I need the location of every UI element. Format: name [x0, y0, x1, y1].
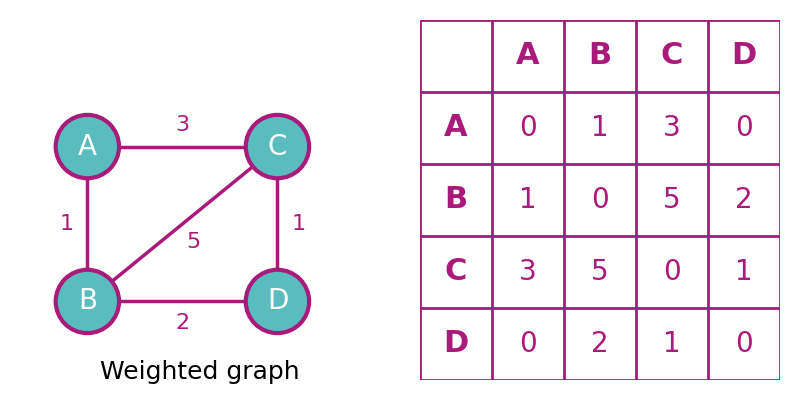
- Text: 3: 3: [175, 116, 190, 136]
- Text: C: C: [445, 258, 467, 286]
- Text: 0: 0: [519, 330, 537, 358]
- Text: 2: 2: [175, 312, 190, 332]
- Text: B: B: [589, 42, 611, 70]
- Text: B: B: [445, 186, 467, 214]
- Text: B: B: [78, 288, 97, 316]
- Text: 0: 0: [735, 114, 753, 142]
- Text: C: C: [268, 132, 287, 160]
- Text: A: A: [444, 114, 468, 142]
- Text: 1: 1: [663, 330, 681, 358]
- Text: 0: 0: [519, 114, 537, 142]
- Text: 1: 1: [59, 214, 74, 234]
- Text: A: A: [78, 132, 97, 160]
- Text: C: C: [661, 42, 683, 70]
- Text: 1: 1: [591, 114, 609, 142]
- Text: 2: 2: [591, 330, 609, 358]
- Text: 0: 0: [735, 330, 753, 358]
- Text: 3: 3: [663, 114, 681, 142]
- Circle shape: [246, 115, 309, 178]
- Text: 5: 5: [186, 232, 200, 252]
- Text: 1: 1: [735, 258, 753, 286]
- Text: D: D: [443, 330, 469, 358]
- Circle shape: [246, 270, 309, 333]
- Text: D: D: [731, 42, 757, 70]
- Text: 0: 0: [591, 186, 609, 214]
- Text: 1: 1: [291, 214, 306, 234]
- Text: 5: 5: [591, 258, 609, 286]
- Text: Weighted graph: Weighted graph: [100, 360, 300, 384]
- Circle shape: [56, 115, 119, 178]
- Text: 1: 1: [519, 186, 537, 214]
- Text: 3: 3: [519, 258, 537, 286]
- Text: D: D: [266, 288, 288, 316]
- Text: 5: 5: [663, 186, 681, 214]
- Text: 0: 0: [663, 258, 681, 286]
- Text: A: A: [516, 42, 540, 70]
- Circle shape: [56, 270, 119, 333]
- Text: 2: 2: [735, 186, 753, 214]
